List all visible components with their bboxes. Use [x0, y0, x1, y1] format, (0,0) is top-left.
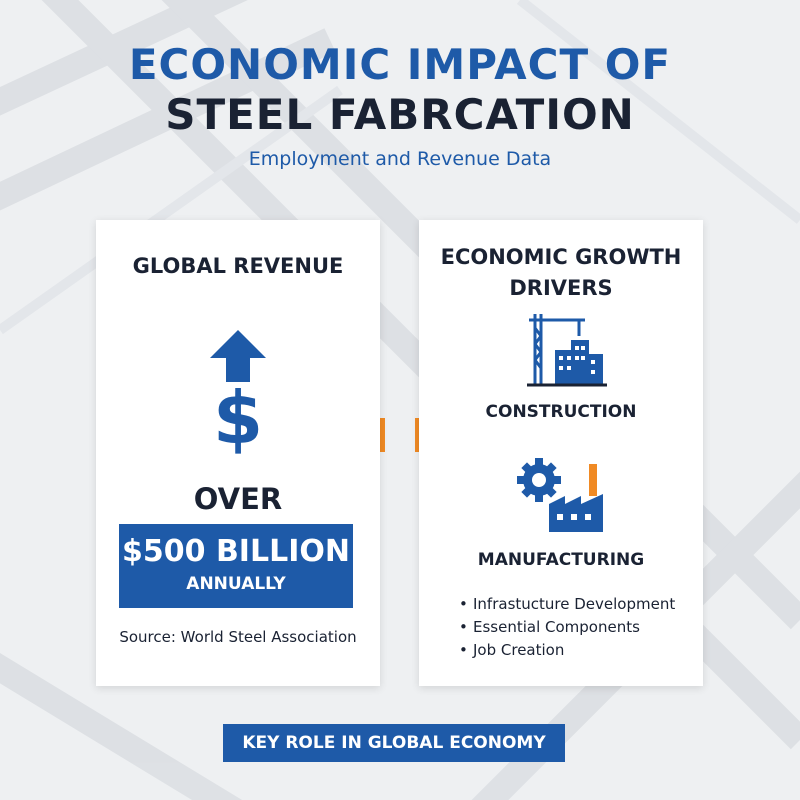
dollar-icon: $ [212, 376, 264, 460]
page-title-line1: ECONOMIC IMPACT OF [128, 40, 672, 89]
gear-factory-icon [517, 458, 603, 532]
driver-label-construction: CONSTRUCTION [485, 402, 637, 422]
revenue-period: ANNUALLY [186, 574, 286, 594]
orange-connector-left [378, 418, 385, 452]
economic-growth-drivers-card: ECONOMIC GROWTH DRIVERS CONSTRUCTION [419, 220, 703, 686]
up-arrow-icon [210, 330, 266, 382]
growth-drivers-heading-line1: ECONOMIC GROWTH [440, 245, 682, 269]
page-title-line2: STEEL FABRCATION [165, 90, 635, 139]
growth-drivers-bullet-list: Infrastucture Development Essential Comp… [459, 593, 675, 662]
global-revenue-card: GLOBAL REVENUE $ OVER $500 BILLION ANNUA… [96, 220, 380, 686]
list-item: Job Creation [459, 639, 675, 662]
growth-drivers-heading-line2: DRIVERS [509, 276, 613, 300]
list-item: Essential Components [459, 616, 675, 639]
list-item: Infrastucture Development [459, 593, 675, 616]
driver-label-manufacturing: MANUFACTURING [477, 550, 645, 570]
revenue-value-box: $500 BILLION ANNUALLY [119, 524, 353, 608]
revenue-amount: $500 BILLION [122, 534, 350, 569]
orange-connector-right [415, 418, 422, 452]
global-revenue-heading: GLOBAL REVENUE [132, 254, 344, 278]
growth-drivers-heading: ECONOMIC GROWTH DRIVERS [419, 242, 703, 304]
page-subtitle: Employment and Revenue Data [248, 148, 552, 170]
over-label: OVER [193, 482, 283, 516]
source-citation: Source: World Steel Association [119, 628, 357, 646]
footer-banner: KEY ROLE IN GLOBAL ECONOMY [223, 724, 565, 762]
crane-building-icon [527, 314, 607, 387]
